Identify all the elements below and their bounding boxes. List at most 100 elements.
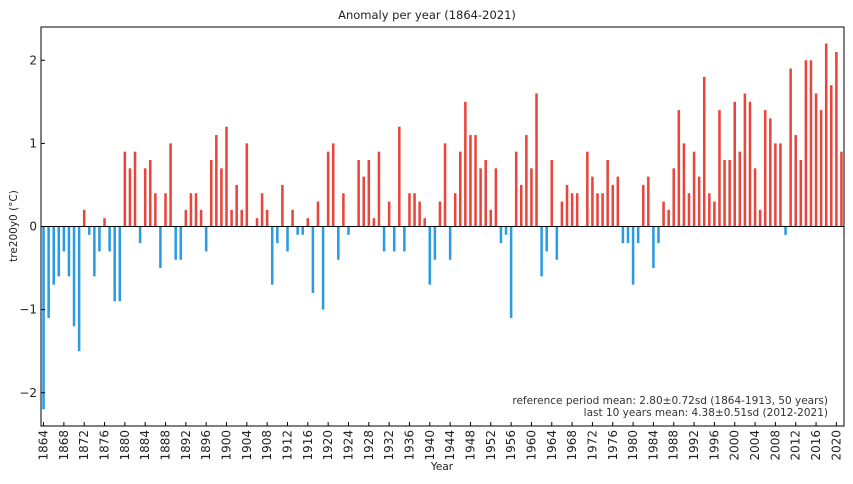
bar-1887 [159,226,162,269]
bar-1908 [265,209,269,227]
bar-1989 [677,110,681,227]
bar-1902 [235,184,238,227]
x-tick-label: 1908 [260,430,274,461]
bar-1917 [311,226,315,293]
bar-1927 [362,176,365,227]
x-tick-label: 1948 [463,430,477,461]
bar-1864 [42,226,45,410]
bar-1886 [154,193,157,227]
bar-1954 [499,226,503,244]
bar-1950 [479,168,482,227]
bar-1888 [164,193,167,227]
bar-1942 [438,201,442,227]
bar-2000 [733,101,736,227]
bar-2003 [748,101,752,227]
x-tick-label: 1972 [585,430,599,461]
bar-2005 [758,209,762,227]
bar-1907 [260,193,264,227]
bar-1968 [570,193,574,227]
bar-1913 [291,209,294,227]
x-tick-label: 1892 [179,430,193,461]
bar-1930 [377,151,381,227]
bar-1928 [367,160,371,227]
bar-1948 [469,135,472,227]
bar-1894 [194,193,198,227]
x-tick-label: 1864 [37,430,51,461]
bar-1975 [606,160,609,227]
bar-1876 [103,218,106,227]
bar-2011 [789,68,792,227]
annotation-last-10-years: last 10 years mean: 4.38±0.51sd (2012-20… [584,407,828,419]
bar-1939 [423,218,426,227]
bar-1966 [560,201,564,227]
x-tick-label: 1920 [321,430,335,461]
bar-1940 [428,226,432,285]
bar-1949 [474,135,477,227]
bar-1873 [88,226,91,235]
bar-1956 [509,226,513,318]
bar-2012 [794,135,797,227]
bar-2001 [738,151,742,227]
y-tick-label: 2 [29,53,37,67]
bar-1924 [347,226,350,235]
bar-1974 [601,193,604,227]
bar-1921 [331,143,335,227]
bar-1994 [702,76,706,227]
bars-group [42,43,843,410]
x-tick-label: 2012 [789,430,803,461]
bar-1963 [545,226,548,252]
bar-1983 [647,176,650,227]
chart-title: Anomaly per year (1864-2021) [338,8,516,22]
bar-1868 [62,226,66,252]
bar-1967 [565,184,569,227]
bar-1982 [641,184,645,227]
bar-1951 [484,160,487,227]
bar-1941 [433,226,437,260]
x-tick-label: 1936 [402,430,416,461]
bar-1934 [398,126,401,227]
y-axis-ticks: −2 −1 0 1 2 [19,53,45,400]
bar-1881 [128,168,132,227]
bar-1931 [382,226,386,252]
bar-1890 [174,226,177,260]
x-tick-label: 1924 [341,430,355,461]
bar-1996 [713,201,716,227]
x-tick-label: 1884 [138,430,152,461]
bar-1936 [408,193,411,227]
bar-1909 [270,226,274,285]
bar-1969 [575,193,579,227]
bar-1991 [687,193,691,227]
bar-1871 [77,226,81,352]
bar-1865 [47,226,50,318]
bar-1880 [123,151,127,227]
bar-1884 [143,168,147,227]
x-tick-label: 1984 [646,430,660,461]
bar-1933 [392,226,396,252]
bar-1946 [459,151,462,227]
bar-1992 [692,151,696,227]
bar-1997 [718,110,721,227]
bar-2020 [835,51,838,227]
bar-1903 [240,209,244,227]
bar-1973 [596,193,599,227]
x-tick-label: 1916 [301,430,315,461]
bar-2013 [799,160,803,227]
bar-2007 [769,118,772,227]
bar-1920 [326,151,330,227]
bar-1896 [204,226,208,252]
bar-2017 [819,110,823,227]
x-tick-label: 1868 [57,430,71,461]
x-tick-label: 1944 [443,430,457,461]
x-tick-label: 2020 [829,430,843,461]
bar-1958 [520,184,523,227]
x-tick-label: 1956 [504,430,518,461]
bar-1906 [255,218,259,227]
x-axis-label: Year [430,461,454,473]
x-tick-label: 2016 [809,430,823,461]
x-tick-label: 1992 [687,430,701,461]
x-tick-label: 1896 [199,430,213,461]
x-tick-label: 1932 [382,430,396,461]
bar-1932 [387,201,391,227]
bar-1912 [286,226,289,252]
